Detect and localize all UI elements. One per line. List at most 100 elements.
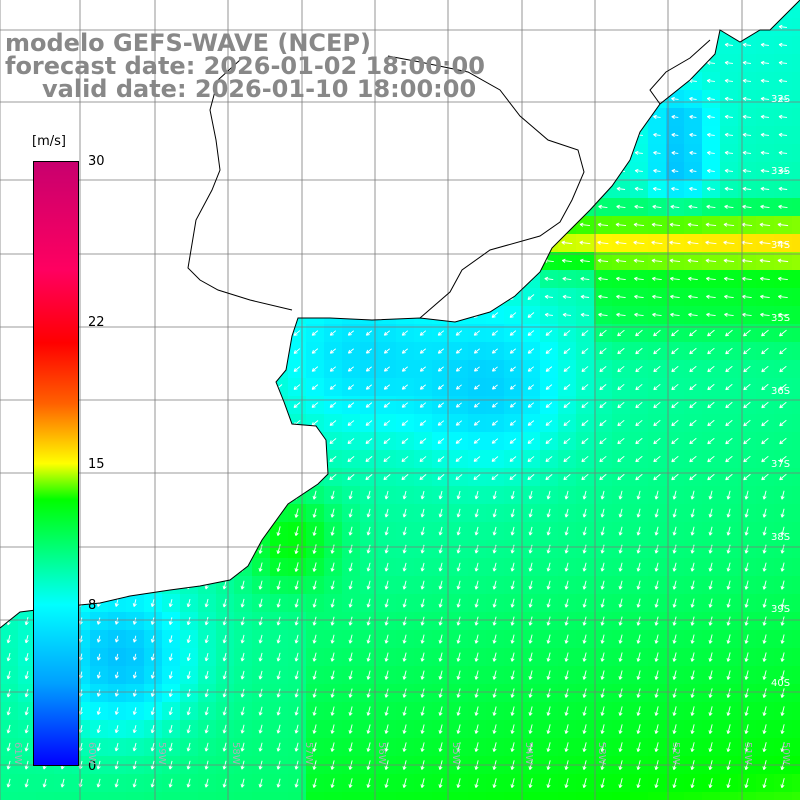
wind-speed-cell [792, 18, 800, 37]
longitude-label: 61W [12, 742, 23, 765]
wind-arrow [597, 222, 609, 227]
latitude-label: 37S [771, 459, 791, 470]
wind-arrow [706, 150, 715, 155]
wind-arrow [579, 222, 591, 227]
wind-arrow [723, 222, 735, 227]
wind-arrow [634, 168, 643, 173]
wind-speed-cell [648, 792, 667, 800]
wind-arrow [634, 150, 643, 155]
wind-arrow [597, 240, 609, 245]
wind-arrow [579, 240, 591, 245]
wind-speed-cell [126, 792, 145, 800]
wind-arrow [669, 222, 681, 227]
wind-arrow [689, 96, 697, 101]
wind-arrow [651, 240, 663, 245]
wind-speed-cell [792, 0, 800, 19]
wind-arrow [724, 294, 734, 299]
wind-speed-cell [36, 792, 55, 800]
wind-arrow [580, 276, 590, 281]
wind-arrow [688, 204, 698, 209]
colorbar-unit: [m/s] [32, 134, 66, 149]
wind-speed-cell [792, 306, 800, 325]
wind-arrow [634, 294, 644, 299]
wind-arrow [687, 240, 699, 245]
wind-arrow [634, 204, 644, 209]
wind-speed-cell [792, 468, 800, 487]
wind-arrow [671, 132, 679, 138]
wind-arrow [652, 294, 662, 299]
wind-speed-cell [630, 792, 649, 800]
wind-speed-cell [792, 216, 800, 235]
wind-arrow [760, 96, 770, 101]
wind-arrow [759, 276, 770, 281]
wind-arrow [616, 276, 626, 281]
latitude-label: 39S [771, 604, 791, 615]
wind-speed-cell [792, 774, 800, 793]
wind-arrow [669, 240, 681, 245]
wind-speed-cell [468, 792, 487, 800]
wind-arrow [616, 186, 626, 191]
longitude-label: 51W [742, 742, 753, 765]
wind-arrow [687, 276, 698, 281]
latitude-label: 36S [771, 386, 791, 397]
wind-speed-cell [594, 792, 613, 800]
wind-speed-cell [342, 792, 361, 800]
wind-arrow [760, 114, 770, 119]
latitude-label: 40S [771, 678, 791, 689]
wind-arrow [562, 276, 572, 281]
wind-speed-cell [792, 522, 800, 541]
wind-speed-cell [792, 162, 800, 181]
wind-speed-cell [306, 792, 325, 800]
longitude-label: 54W [523, 742, 534, 765]
longitude-label: 52W [670, 742, 681, 765]
wind-speed-cell [792, 612, 800, 631]
wind-speed-cell [792, 630, 800, 649]
wind-speed-cell [720, 792, 739, 800]
wind-speed-cell [414, 792, 433, 800]
wind-speed-cell [792, 126, 800, 145]
wind-speed-cell [252, 792, 271, 800]
wind-arrow [544, 294, 554, 299]
wind-arrow [724, 60, 734, 65]
wind-arrow [760, 150, 770, 155]
wind-speed-cell [792, 54, 800, 73]
wind-speed-cell [756, 792, 775, 800]
latitude-label: 35S [771, 313, 791, 324]
wind-arrow [778, 168, 788, 173]
latitude-label: 38S [771, 532, 791, 543]
wind-arrow [706, 114, 715, 119]
wind-arrow [561, 240, 573, 245]
longitude-label: 56W [376, 742, 387, 765]
wind-arrow [597, 258, 609, 263]
wind-speed-cell [792, 648, 800, 667]
wind-arrow [598, 294, 608, 299]
wind-arrow [653, 168, 661, 173]
wind-arrow [689, 150, 697, 155]
wind-arrow [778, 132, 788, 137]
wind-speed-cell [72, 792, 91, 800]
wind-arrow [724, 114, 734, 119]
wind-arrow [671, 150, 679, 156]
colorbar-tick-label: 30 [88, 154, 105, 169]
wind-speed-cell [612, 792, 631, 800]
colorbar-tick-label: 22 [88, 315, 105, 331]
wind-arrow [671, 186, 679, 191]
wind-arrow [742, 294, 752, 299]
wind-arrow [760, 204, 770, 209]
colorbar [33, 161, 79, 766]
wind-arrow [651, 222, 663, 227]
wind-arrow [689, 168, 697, 173]
wind-arrow [652, 276, 662, 281]
wind-speed-cell [792, 324, 800, 343]
wind-speed-cell [792, 270, 800, 289]
wind-arrow [742, 186, 752, 191]
longitude-label: 53W [596, 742, 607, 765]
wind-arrow [689, 114, 697, 119]
wind-speed-cell [378, 792, 397, 800]
wind-arrow [778, 294, 788, 299]
wind-speed-cell [792, 486, 800, 505]
colorbar-tick-label: 15 [88, 456, 105, 472]
wind-arrow [634, 276, 644, 281]
wind-speed-cell [774, 792, 793, 800]
